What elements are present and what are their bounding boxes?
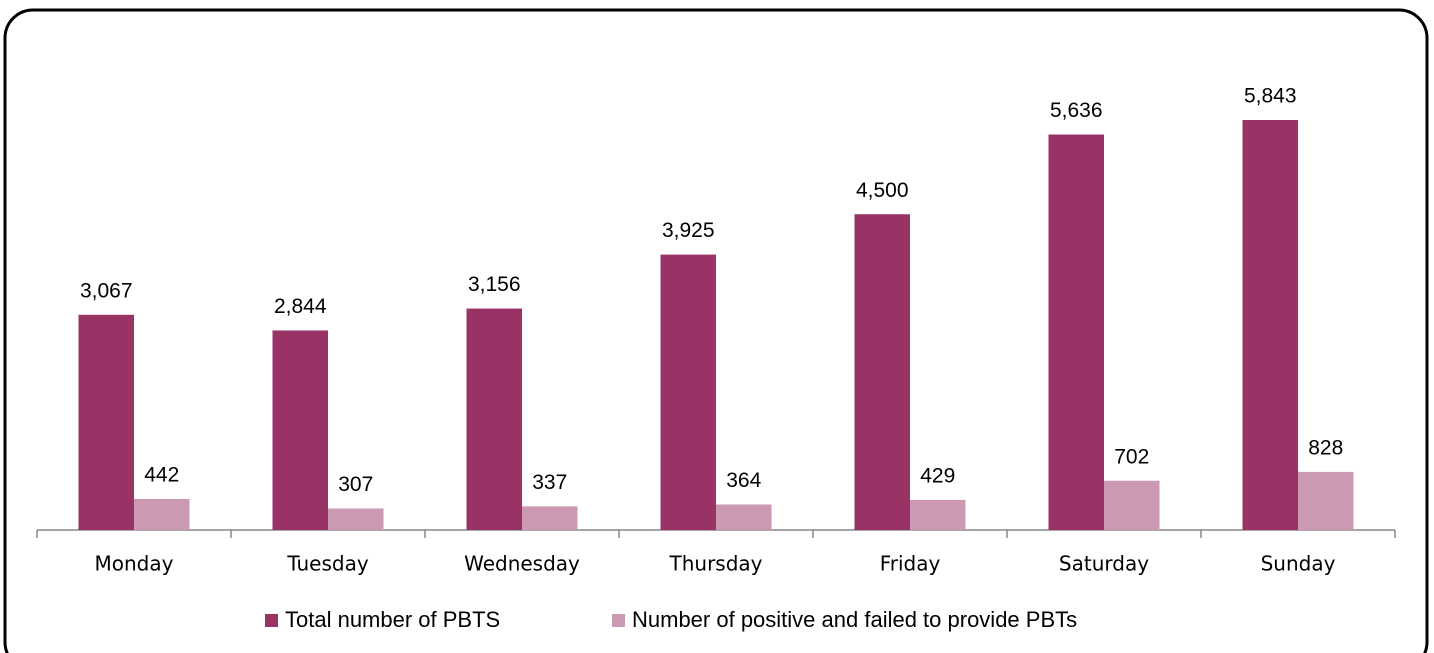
bar xyxy=(1242,120,1298,530)
bar xyxy=(272,330,328,530)
x-tick-label: Monday xyxy=(95,552,174,576)
bar xyxy=(1048,134,1104,530)
value-label: 364 xyxy=(726,469,761,492)
value-label: 702 xyxy=(1114,445,1149,468)
bar xyxy=(78,314,134,530)
bar xyxy=(522,506,578,530)
bar xyxy=(1298,471,1354,530)
value-label: 3,067 xyxy=(80,279,133,302)
bar xyxy=(716,504,772,530)
x-tick-label: Saturday xyxy=(1059,552,1149,576)
value-label: 442 xyxy=(144,464,179,487)
bar xyxy=(910,499,966,530)
bar xyxy=(854,214,910,530)
x-tick-label: Sunday xyxy=(1261,552,1336,576)
legend-label: Total number of PBTS xyxy=(285,607,500,632)
value-label: 307 xyxy=(338,473,373,496)
value-label: 828 xyxy=(1308,436,1343,459)
value-label: 4,500 xyxy=(856,179,909,202)
value-label: 5,636 xyxy=(1050,99,1103,122)
value-label: 337 xyxy=(532,471,567,494)
value-label: 5,843 xyxy=(1244,85,1297,108)
value-label: 2,844 xyxy=(274,295,327,318)
value-label: 3,925 xyxy=(662,219,715,242)
x-tick-label: Friday xyxy=(880,552,941,576)
x-tick-label: Wednesday xyxy=(464,552,580,576)
x-tick-label: Tuesday xyxy=(286,552,369,576)
bar xyxy=(134,498,190,530)
legend-label: Number of positive and failed to provide… xyxy=(632,607,1077,632)
legend-swatch xyxy=(265,614,278,627)
x-tick-label: Thursday xyxy=(669,552,763,576)
bar xyxy=(660,254,716,531)
bar xyxy=(328,508,384,530)
bar xyxy=(1104,480,1160,530)
legend-swatch xyxy=(612,614,625,627)
bar xyxy=(466,308,522,530)
value-label: 3,156 xyxy=(468,273,521,296)
value-label: 429 xyxy=(920,464,955,487)
